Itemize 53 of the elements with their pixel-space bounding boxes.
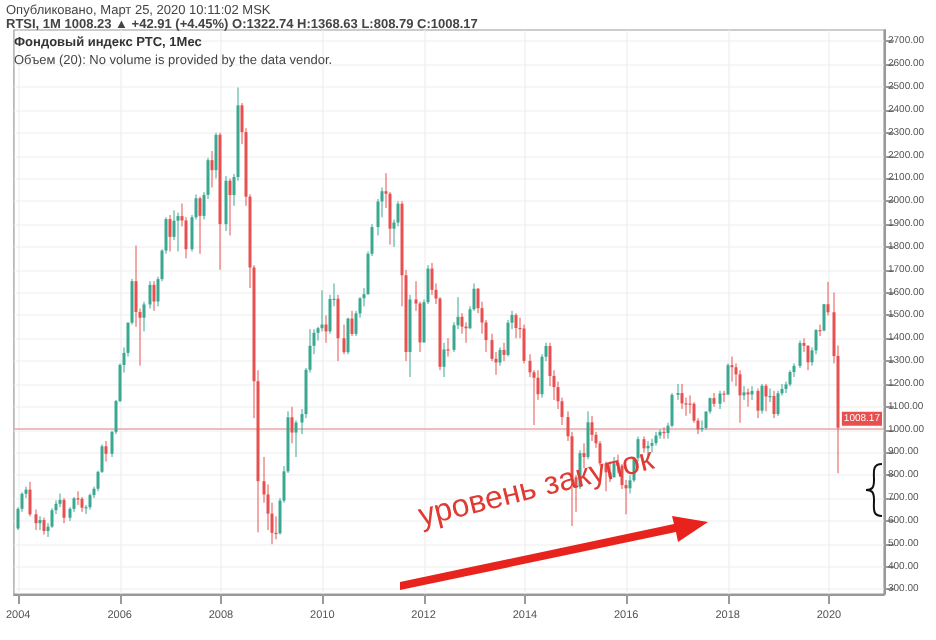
candlestick xyxy=(460,312,464,335)
candlestick xyxy=(764,383,768,412)
candlestick xyxy=(148,280,152,310)
candlestick xyxy=(730,356,734,383)
candlestick xyxy=(350,310,354,337)
candlestick xyxy=(104,440,108,463)
candlestick xyxy=(806,344,810,371)
annotation: уровень закупок xyxy=(415,442,658,536)
candlestick xyxy=(502,342,506,362)
candlestick xyxy=(654,431,658,447)
candlestick xyxy=(822,303,826,332)
candlestick xyxy=(772,390,776,419)
candlestick xyxy=(776,390,780,417)
candlestick xyxy=(176,212,180,252)
candlestick xyxy=(58,493,62,508)
candlestick xyxy=(742,385,746,401)
candlestick xyxy=(198,196,202,255)
candlestick xyxy=(224,175,228,232)
candlestick xyxy=(612,456,616,479)
candlestick xyxy=(62,497,66,524)
candlestick xyxy=(590,415,594,442)
candlestick xyxy=(210,150,214,189)
candlestick xyxy=(76,490,80,506)
candlestick xyxy=(798,340,802,369)
candlestick xyxy=(506,319,510,358)
candlestick xyxy=(598,440,602,467)
candlestick xyxy=(750,385,754,401)
candlestick xyxy=(726,362,730,396)
candlestick xyxy=(442,342,446,378)
candlestick xyxy=(636,435,640,463)
candlestick xyxy=(738,369,742,424)
candlestick xyxy=(746,387,750,408)
candlestick xyxy=(38,515,42,531)
candlestick xyxy=(498,346,502,367)
candlestick xyxy=(760,383,764,415)
candlestick xyxy=(336,294,340,362)
candlestick xyxy=(680,383,684,410)
candlestick xyxy=(712,392,716,408)
candlestick xyxy=(514,312,518,339)
candlestick xyxy=(430,262,434,296)
candlestick xyxy=(228,177,232,237)
candlestick xyxy=(582,442,586,469)
candlestick xyxy=(152,280,156,312)
candlestick xyxy=(168,214,172,252)
candlestick xyxy=(586,410,590,460)
candlestick xyxy=(50,507,54,529)
candlestick xyxy=(718,390,722,410)
candlestick xyxy=(446,337,450,358)
candlestick xyxy=(756,387,760,419)
candlestick xyxy=(650,438,654,453)
candlestick xyxy=(214,132,218,179)
candlestick xyxy=(290,406,294,444)
candlestick xyxy=(346,317,350,355)
